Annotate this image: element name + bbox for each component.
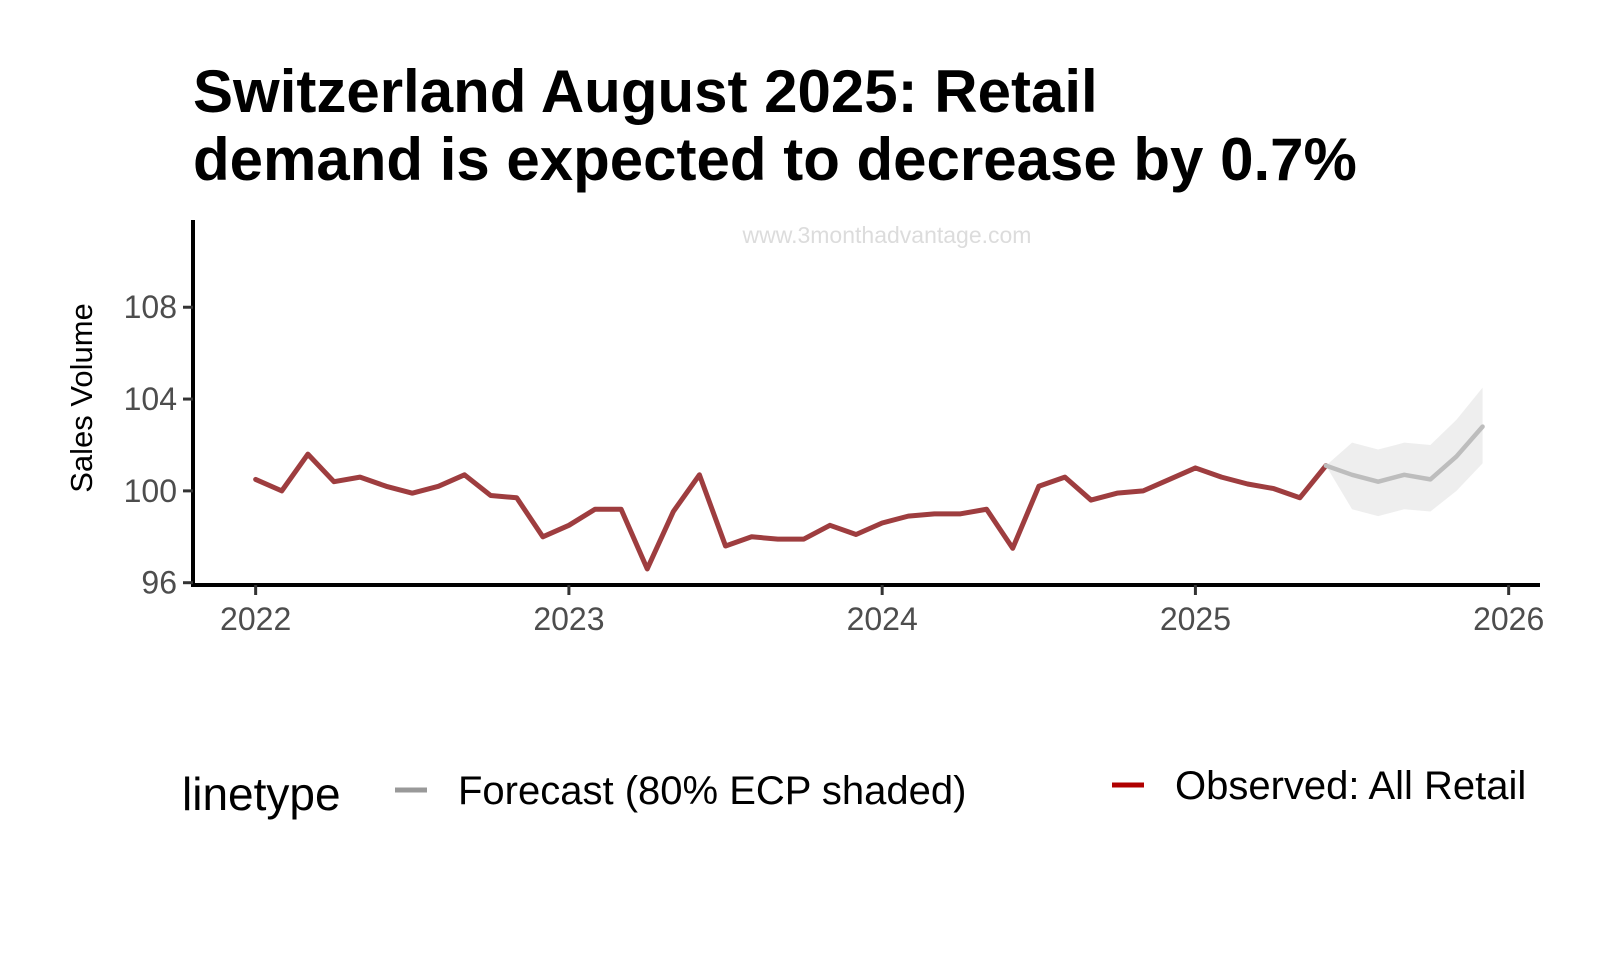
axes: 96 100 104 108 2022 2023 2024 2025 2026 [124,220,1544,637]
x-tick-label: 2022 [220,601,291,637]
legend: linetype Forecast (80% ECP shaded) Observe… [182,764,1526,820]
legend-label-observed: Observed: All Retail [1175,764,1526,808]
series-layer [253,424,1485,572]
observed-series-line [253,451,1329,572]
legend-title: linetype [182,768,341,820]
forecast-interval-band [1325,387,1483,517]
legend-label-forecast: Forecast (80% ECP shaded) [458,769,966,813]
y-tick-label: 104 [124,381,177,417]
x-tick-label: 2024 [847,601,918,637]
x-tick-label: 2026 [1473,601,1544,637]
chart-title: Switzerland August 2025: Retail demand i… [193,58,1357,193]
y-axis-title: Sales Volume [64,303,99,493]
x-tick-label: 2025 [1160,601,1231,637]
chart-title-line-2: demand is expected to decrease by 0.7% [193,126,1357,193]
y-tick-label: 96 [141,565,177,601]
forecast-series-line [1323,424,1485,484]
y-tick-label: 108 [124,289,177,325]
x-tick-label: 2023 [533,601,604,637]
watermark: www.3monthadvantage.com [742,222,1032,248]
chart-title-line-1: Switzerland August 2025: Retail [193,58,1098,125]
forecast-interval-layer [1325,387,1483,517]
y-tick-label: 100 [124,473,177,509]
